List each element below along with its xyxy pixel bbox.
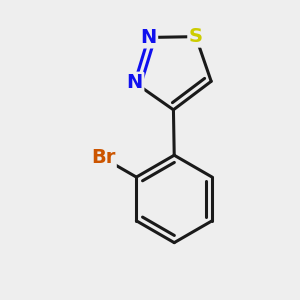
Text: N: N xyxy=(140,28,157,47)
Text: Br: Br xyxy=(91,148,115,167)
Text: S: S xyxy=(189,27,203,46)
Text: N: N xyxy=(127,73,143,92)
